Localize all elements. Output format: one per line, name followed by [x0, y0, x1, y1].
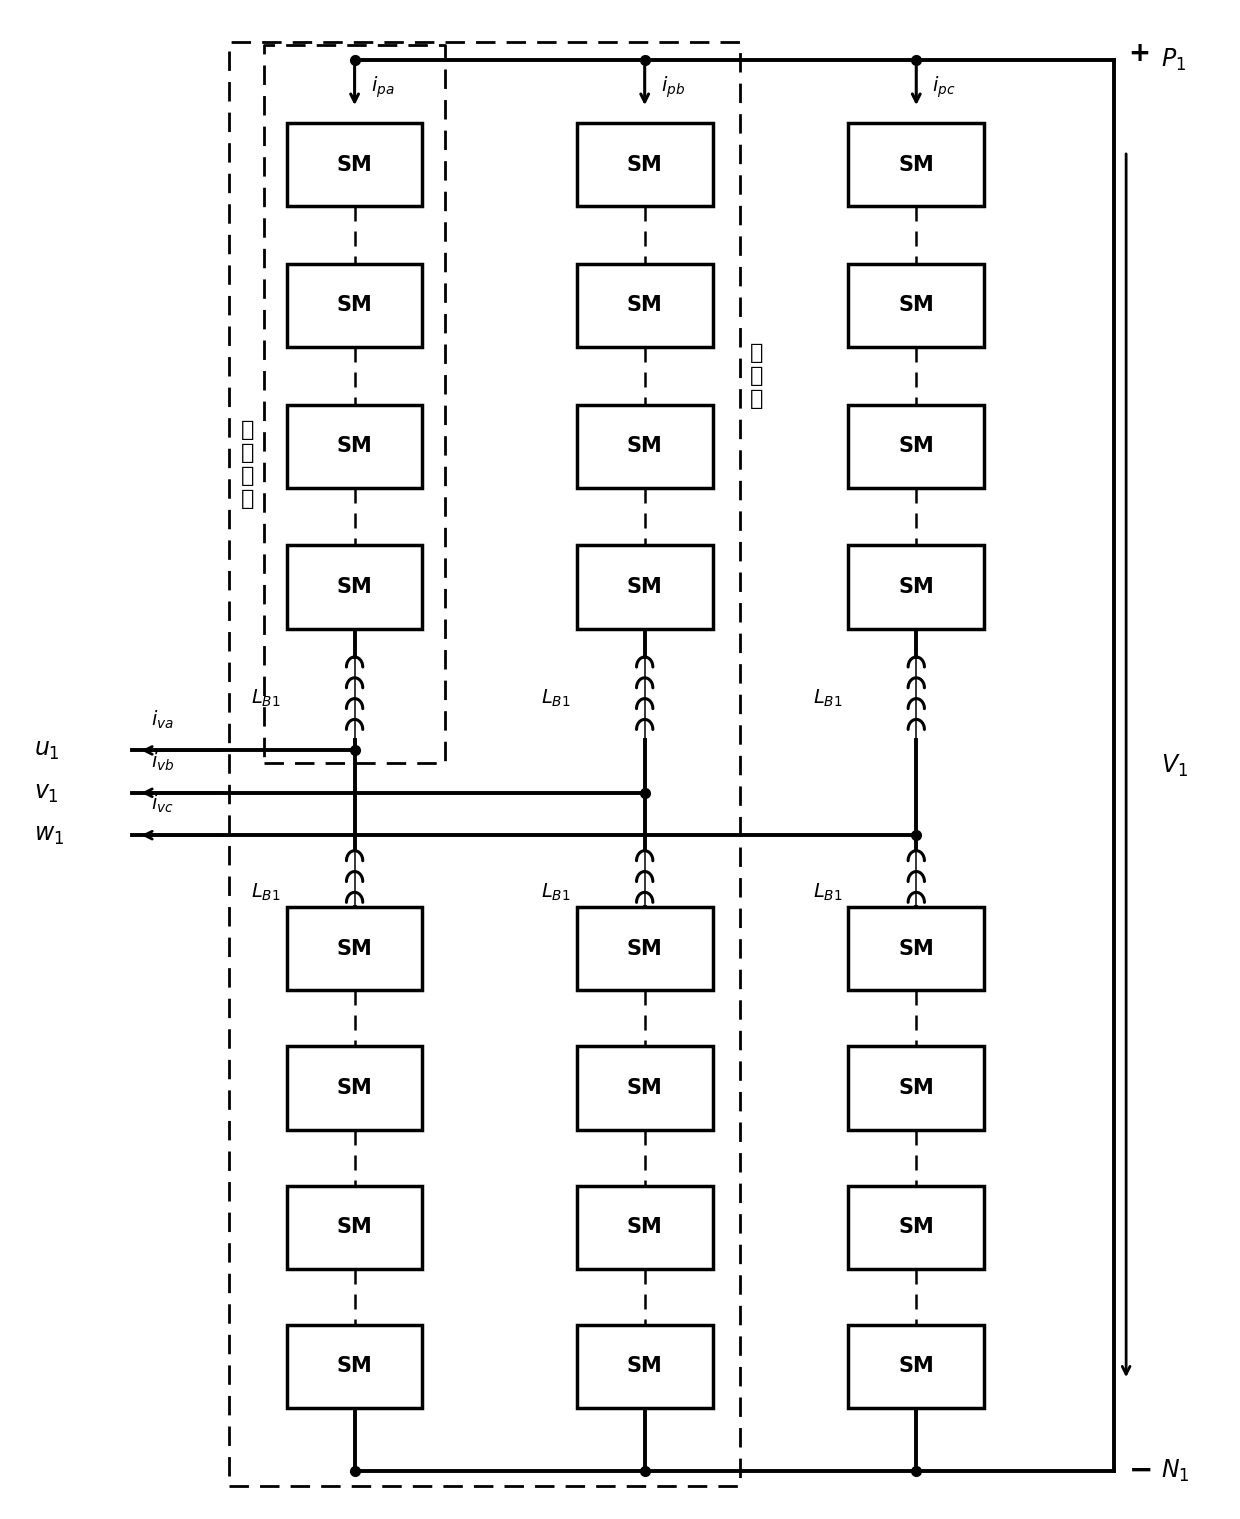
- Text: $w_1$: $w_1$: [33, 823, 63, 848]
- Text: $L_{B1}$: $L_{B1}$: [812, 688, 842, 709]
- Text: SM: SM: [626, 939, 662, 958]
- Bar: [286, 545, 423, 629]
- Text: $i_{pa}$: $i_{pa}$: [371, 74, 394, 100]
- Bar: [848, 264, 985, 346]
- Bar: [577, 907, 713, 990]
- Text: SM: SM: [337, 436, 372, 456]
- Text: $i_{pc}$: $i_{pc}$: [932, 74, 956, 100]
- Text: $L_{B1}$: $L_{B1}$: [250, 688, 280, 709]
- Bar: [848, 1047, 985, 1130]
- Bar: [848, 545, 985, 629]
- Text: SM: SM: [337, 577, 372, 597]
- Bar: [286, 1325, 423, 1408]
- Text: SM: SM: [337, 939, 372, 958]
- Bar: [286, 1047, 423, 1130]
- Text: SM: SM: [899, 939, 934, 958]
- Text: $i_{va}$: $i_{va}$: [151, 708, 174, 731]
- Bar: [286, 264, 423, 346]
- Text: SM: SM: [626, 1217, 662, 1236]
- Text: SM: SM: [899, 577, 934, 597]
- Bar: [848, 1185, 985, 1268]
- Text: SM: SM: [899, 1217, 934, 1236]
- Text: $L_{B1}$: $L_{B1}$: [812, 881, 842, 902]
- Text: $i_{vb}$: $i_{vb}$: [151, 750, 175, 773]
- Text: SM: SM: [626, 155, 662, 175]
- Bar: [286, 907, 423, 990]
- Text: SM: SM: [337, 1078, 372, 1098]
- Text: $L_{B1}$: $L_{B1}$: [541, 688, 570, 709]
- Text: SM: SM: [899, 296, 934, 316]
- Bar: [577, 264, 713, 346]
- Bar: [577, 1047, 713, 1130]
- Text: SM: SM: [337, 155, 372, 175]
- Bar: [577, 123, 713, 207]
- Bar: [286, 123, 423, 207]
- Text: SM: SM: [337, 1217, 372, 1236]
- Text: −: −: [1128, 1457, 1153, 1484]
- Bar: [577, 1185, 713, 1268]
- Text: SM: SM: [626, 1078, 662, 1098]
- Bar: [848, 907, 985, 990]
- Bar: [286, 1185, 423, 1268]
- Text: SM: SM: [899, 1356, 934, 1376]
- Text: SM: SM: [626, 1356, 662, 1376]
- Text: SM: SM: [626, 436, 662, 456]
- Bar: [577, 1325, 713, 1408]
- Bar: [848, 123, 985, 207]
- Bar: [286, 404, 423, 488]
- Text: 桥
臂
单
元: 桥 臂 单 元: [242, 419, 254, 509]
- Text: SM: SM: [626, 577, 662, 597]
- Bar: [848, 1325, 985, 1408]
- Text: $P_1$: $P_1$: [1161, 47, 1185, 73]
- Text: SM: SM: [899, 1078, 934, 1098]
- Text: $v_1$: $v_1$: [33, 781, 58, 805]
- Text: $L_{B1}$: $L_{B1}$: [250, 881, 280, 902]
- Text: SM: SM: [626, 296, 662, 316]
- Text: 相
单
元: 相 单 元: [750, 343, 763, 409]
- Text: $N_1$: $N_1$: [1161, 1458, 1189, 1484]
- Text: $i_{pb}$: $i_{pb}$: [661, 74, 684, 100]
- Bar: [577, 404, 713, 488]
- Text: $V_1$: $V_1$: [1161, 752, 1188, 779]
- Text: $u_1$: $u_1$: [33, 738, 60, 763]
- Text: SM: SM: [337, 1356, 372, 1376]
- Bar: [577, 545, 713, 629]
- Text: +: +: [1128, 41, 1151, 67]
- Text: $i_{vc}$: $i_{vc}$: [151, 793, 174, 816]
- Bar: [848, 404, 985, 488]
- Text: SM: SM: [337, 296, 372, 316]
- Text: SM: SM: [899, 155, 934, 175]
- Text: $L_{B1}$: $L_{B1}$: [541, 881, 570, 902]
- Text: SM: SM: [899, 436, 934, 456]
